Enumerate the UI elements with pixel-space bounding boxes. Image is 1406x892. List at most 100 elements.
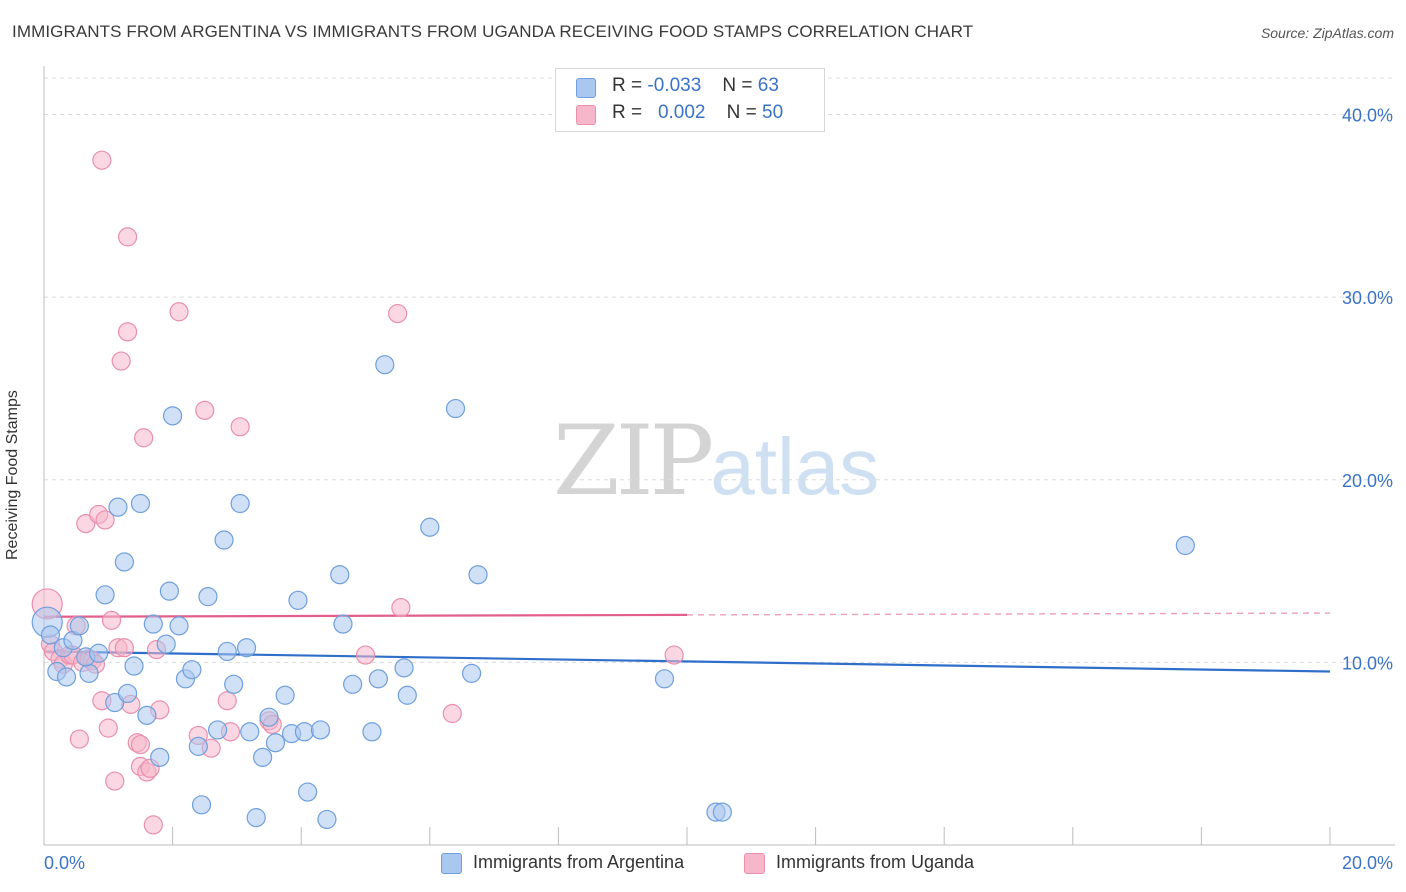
y-tick-label: 10.0% [1342, 653, 1393, 673]
x-tick-label: 20.0% [1342, 853, 1393, 873]
argentina-point [330, 565, 350, 585]
argentina-point [89, 643, 109, 663]
argentina-point [654, 669, 675, 689]
argentina-swatch [576, 78, 596, 98]
argentina-point [188, 736, 208, 756]
uganda-trend-line [43, 613, 688, 618]
legend-n-label: N = [722, 75, 753, 96]
argentina-point [468, 565, 488, 585]
legend-r-value: 0.002 [657, 102, 706, 123]
y-tick-label: 40.0% [1342, 106, 1393, 126]
argentina-point [137, 705, 157, 725]
grid-layer [44, 77, 1395, 663]
uganda-legend-label: Immigrants from Uganda [776, 852, 975, 872]
argentina-point [317, 809, 337, 830]
uganda-point [111, 351, 131, 371]
argentina-point [224, 674, 244, 694]
argentina-point [169, 616, 189, 636]
source-label: Source: ZipAtlas.com [1260, 25, 1394, 41]
argentina-point [159, 581, 179, 601]
uganda-point [143, 815, 163, 835]
argentina-legend-label: Immigrants from Argentina [473, 852, 685, 872]
y-tick-label: 30.0% [1342, 288, 1393, 308]
argentina-point [294, 722, 315, 742]
argentina-point [310, 720, 331, 740]
uganda-point [130, 734, 151, 755]
legend-n-label: N = [726, 102, 757, 123]
argentina-point [56, 667, 77, 687]
argentina-point [397, 685, 417, 705]
x-tick-label: 0.0% [44, 853, 85, 873]
argentina-point [246, 808, 266, 828]
argentina-point [117, 683, 138, 704]
uganda-point [664, 645, 684, 665]
argentina-trend-line [43, 650, 1331, 673]
argentina-point [130, 493, 151, 514]
argentina-point [362, 722, 382, 742]
uganda-point [355, 645, 376, 665]
argentina-point [265, 733, 286, 753]
legend-n-value: 63 [757, 75, 779, 96]
watermark-atlas: atlas [710, 422, 880, 511]
argentina-point [214, 530, 234, 550]
uganda-point [391, 597, 411, 618]
chart-title: IMMIGRANTS FROM ARGENTINA VS IMMIGRANTS … [12, 22, 974, 41]
argentina-point [275, 685, 295, 705]
uganda-point [195, 400, 215, 420]
argentina-point [114, 552, 134, 572]
argentina-point [208, 720, 228, 740]
legend-r-value: -0.033 [647, 75, 702, 96]
argentina-point [253, 747, 273, 767]
argentina-point [156, 634, 176, 654]
argentina-point [333, 614, 353, 634]
argentina-point [150, 747, 170, 767]
watermark-zip: ZIP [553, 405, 714, 517]
uganda-legend-swatch [744, 853, 765, 874]
argentina-point [230, 493, 250, 514]
argentina-legend-swatch [441, 853, 462, 874]
argentina-point [420, 517, 440, 537]
uganda-point [101, 610, 122, 630]
argentina-point [288, 590, 308, 610]
uganda-trend-extension [686, 612, 1331, 616]
argentina-point [240, 722, 260, 742]
uganda-point [69, 729, 89, 749]
argentina-point [191, 795, 212, 815]
argentina-point [79, 663, 99, 683]
uganda-point [117, 322, 138, 342]
uganda-point [105, 771, 125, 791]
axis-layer [43, 66, 1395, 846]
uganda-point [117, 227, 138, 247]
argentina-point [298, 782, 318, 802]
legend-n-value: 50 [762, 102, 784, 123]
uganda-point [95, 510, 115, 530]
uganda-point [114, 638, 134, 658]
argentina-point [368, 669, 388, 689]
argentina-point [259, 707, 279, 727]
uganda-point [217, 691, 237, 711]
argentina-point [375, 355, 395, 375]
uganda-point [98, 718, 118, 738]
argentina-point [143, 614, 163, 634]
uganda-point [442, 703, 462, 724]
argentina-point [108, 497, 128, 517]
uganda-point [134, 428, 154, 448]
stats-legend: R = -0.033 N = 63 R = 0.002 N = 50 [555, 68, 825, 132]
watermark: ZIPatlas [553, 405, 879, 517]
argentina-point [182, 660, 202, 680]
argentina-point [95, 585, 115, 605]
argentina-point [236, 638, 257, 658]
label-layer: 10.0% 20.0% 30.0% 40.0% 0.0% 20.0% [44, 106, 1393, 873]
argentina-point [394, 658, 414, 678]
uganda-point [388, 303, 408, 324]
argentina-point [343, 674, 363, 694]
argentina-point [712, 802, 732, 822]
points-layer [31, 150, 1195, 835]
legend-r-label: R = [612, 102, 643, 123]
uganda-point [92, 150, 112, 170]
uganda-point [230, 417, 250, 437]
argentina-point [40, 625, 61, 645]
argentina-point [461, 663, 482, 683]
argentina-point [124, 656, 144, 676]
